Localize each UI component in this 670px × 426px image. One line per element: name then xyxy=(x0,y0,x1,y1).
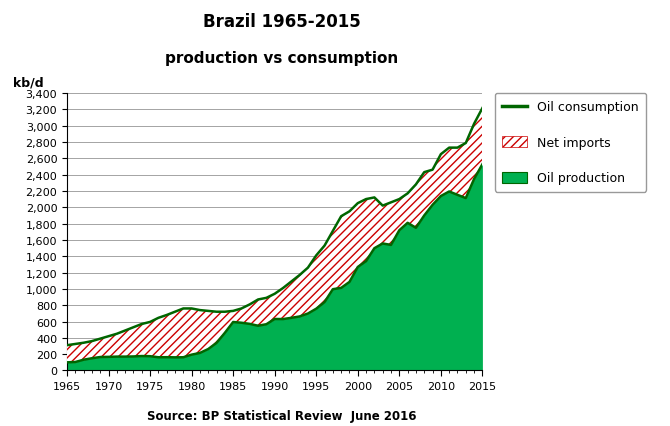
Text: production vs consumption: production vs consumption xyxy=(165,51,398,66)
Text: kb/d: kb/d xyxy=(13,77,44,89)
Legend: Oil consumption, Net imports, Oil production: Oil consumption, Net imports, Oil produc… xyxy=(495,94,647,193)
Text: Source: BP Statistical Review  June 2016: Source: BP Statistical Review June 2016 xyxy=(147,409,416,422)
Text: Brazil 1965-2015: Brazil 1965-2015 xyxy=(202,13,360,31)
